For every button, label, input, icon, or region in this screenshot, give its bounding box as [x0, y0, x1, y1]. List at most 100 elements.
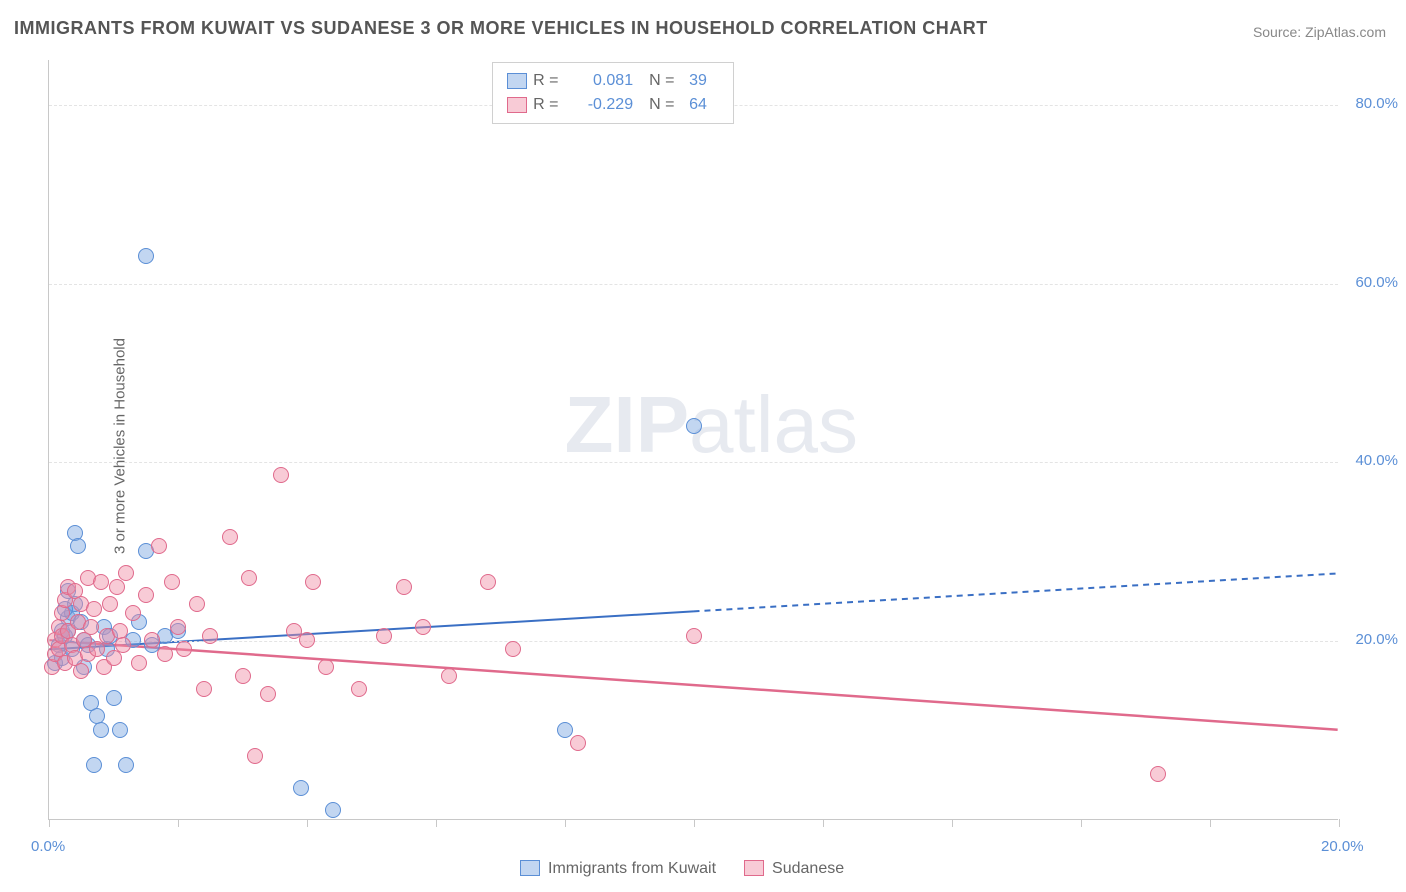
grid-line-h [49, 462, 1338, 463]
r-value-kuwait: 0.081 [573, 72, 633, 90]
legend-corr-row-sudanese: R = -0.229 N = 64 [507, 93, 719, 117]
data-point-sudanese [222, 529, 238, 545]
data-point-sudanese [480, 574, 496, 590]
legend-correlation-box: R = 0.081 N = 39 R = -0.229 N = 64 [492, 62, 734, 124]
x-tick-label: 20.0% [1321, 838, 1364, 855]
data-point-sudanese [93, 574, 109, 590]
data-point-sudanese [109, 579, 125, 595]
data-point-sudanese [299, 632, 315, 648]
watermark-atlas: atlas [689, 380, 858, 469]
data-point-sudanese [118, 565, 134, 581]
data-point-sudanese [125, 605, 141, 621]
y-tick-label: 40.0% [1355, 452, 1398, 469]
data-point-sudanese [157, 646, 173, 662]
data-point-sudanese [570, 735, 586, 751]
x-tick [694, 819, 695, 827]
data-point-kuwait [86, 757, 102, 773]
data-point-sudanese [102, 596, 118, 612]
data-point-sudanese [73, 663, 89, 679]
data-point-sudanese [260, 686, 276, 702]
data-point-sudanese [89, 641, 105, 657]
x-tick [307, 819, 308, 827]
x-tick [823, 819, 824, 827]
legend-swatch-kuwait [507, 73, 527, 89]
n-value-sudanese: 64 [689, 96, 719, 114]
data-point-sudanese [144, 632, 160, 648]
legend-label-kuwait: Immigrants from Kuwait [548, 860, 716, 877]
data-point-sudanese [441, 668, 457, 684]
data-point-sudanese [170, 619, 186, 635]
x-tick [49, 819, 50, 827]
y-tick-label: 60.0% [1355, 274, 1398, 291]
data-point-sudanese [241, 570, 257, 586]
data-point-sudanese [83, 619, 99, 635]
data-point-kuwait [557, 722, 573, 738]
data-point-sudanese [235, 668, 251, 684]
legend-corr-row-kuwait: R =0.081N =39 [507, 69, 719, 93]
data-point-sudanese [351, 681, 367, 697]
data-point-sudanese [505, 641, 521, 657]
chart-plot-area: ZIPatlas 20.0%40.0%60.0%80.0%0.0%20.0% [48, 60, 1338, 820]
data-point-kuwait [118, 757, 134, 773]
x-tick [1081, 819, 1082, 827]
trend-line-kuwait-dashed [694, 573, 1338, 611]
data-point-sudanese [247, 748, 263, 764]
x-tick [436, 819, 437, 827]
legend-item-kuwait: Immigrants from Kuwait [520, 860, 716, 878]
chart-title: IMMIGRANTS FROM KUWAIT VS SUDANESE 3 OR … [14, 18, 988, 39]
x-tick [565, 819, 566, 827]
data-point-kuwait [93, 722, 109, 738]
n-label: N = [649, 96, 683, 114]
trend-lines [49, 60, 1338, 819]
data-point-sudanese [305, 574, 321, 590]
source-attribution: Source: ZipAtlas.com [1253, 24, 1386, 40]
y-tick-label: 80.0% [1355, 95, 1398, 112]
data-point-sudanese [106, 650, 122, 666]
data-point-sudanese [415, 619, 431, 635]
data-point-sudanese [1150, 766, 1166, 782]
data-point-kuwait [70, 538, 86, 554]
data-point-sudanese [86, 601, 102, 617]
data-point-sudanese [131, 655, 147, 671]
r-label: R = [533, 96, 567, 114]
data-point-kuwait [112, 722, 128, 738]
data-point-sudanese [318, 659, 334, 675]
x-tick-label: 0.0% [31, 838, 65, 855]
watermark-zip: ZIP [565, 380, 689, 469]
watermark: ZIPatlas [565, 379, 858, 471]
data-point-sudanese [686, 628, 702, 644]
data-point-sudanese [176, 641, 192, 657]
data-point-kuwait [293, 780, 309, 796]
x-tick [1210, 819, 1211, 827]
x-tick [1339, 819, 1340, 827]
data-point-sudanese [138, 587, 154, 603]
data-point-kuwait [686, 418, 702, 434]
y-tick-label: 20.0% [1355, 631, 1398, 648]
data-point-sudanese [376, 628, 392, 644]
data-point-sudanese [273, 467, 289, 483]
data-point-kuwait [138, 248, 154, 264]
trend-line-sudanese [49, 640, 1337, 729]
data-point-kuwait [325, 802, 341, 818]
n-value-kuwait: 39 [689, 72, 719, 90]
x-tick [178, 819, 179, 827]
data-point-sudanese [151, 538, 167, 554]
legend-label-sudanese: Sudanese [772, 860, 844, 877]
legend-series: Immigrants from Kuwait Sudanese [520, 860, 844, 878]
data-point-sudanese [202, 628, 218, 644]
data-point-sudanese [196, 681, 212, 697]
legend-swatch-sudanese [507, 97, 527, 113]
legend-item-sudanese: Sudanese [744, 860, 844, 878]
legend-swatch-kuwait [520, 860, 540, 876]
x-tick [952, 819, 953, 827]
data-point-sudanese [115, 637, 131, 653]
data-point-kuwait [106, 690, 122, 706]
legend-swatch-sudanese [744, 860, 764, 876]
n-label: N = [649, 72, 683, 90]
r-value-sudanese: -0.229 [573, 96, 633, 114]
grid-line-h [49, 284, 1338, 285]
data-point-sudanese [396, 579, 412, 595]
data-point-sudanese [164, 574, 180, 590]
data-point-sudanese [189, 596, 205, 612]
data-point-sudanese [54, 605, 70, 621]
